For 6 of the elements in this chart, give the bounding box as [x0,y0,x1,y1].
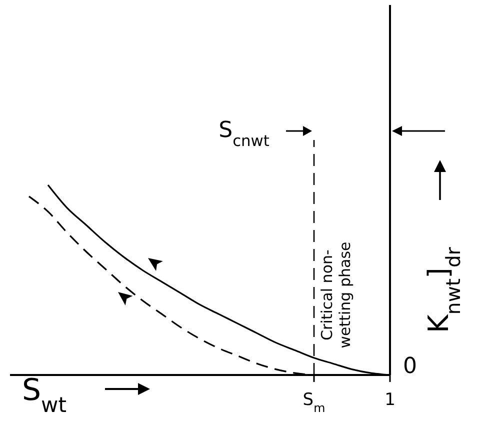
x-tick-label: S$_{m}$ [302,390,326,415]
text: 0 [403,354,417,379]
x-tick-label: 1 [384,390,396,410]
x-axis-title: S$_{wt}$ [22,373,66,417]
text: S$_{cnwt}$ [218,118,270,150]
ref-line-label: Critical non-wetting phase [318,242,354,348]
